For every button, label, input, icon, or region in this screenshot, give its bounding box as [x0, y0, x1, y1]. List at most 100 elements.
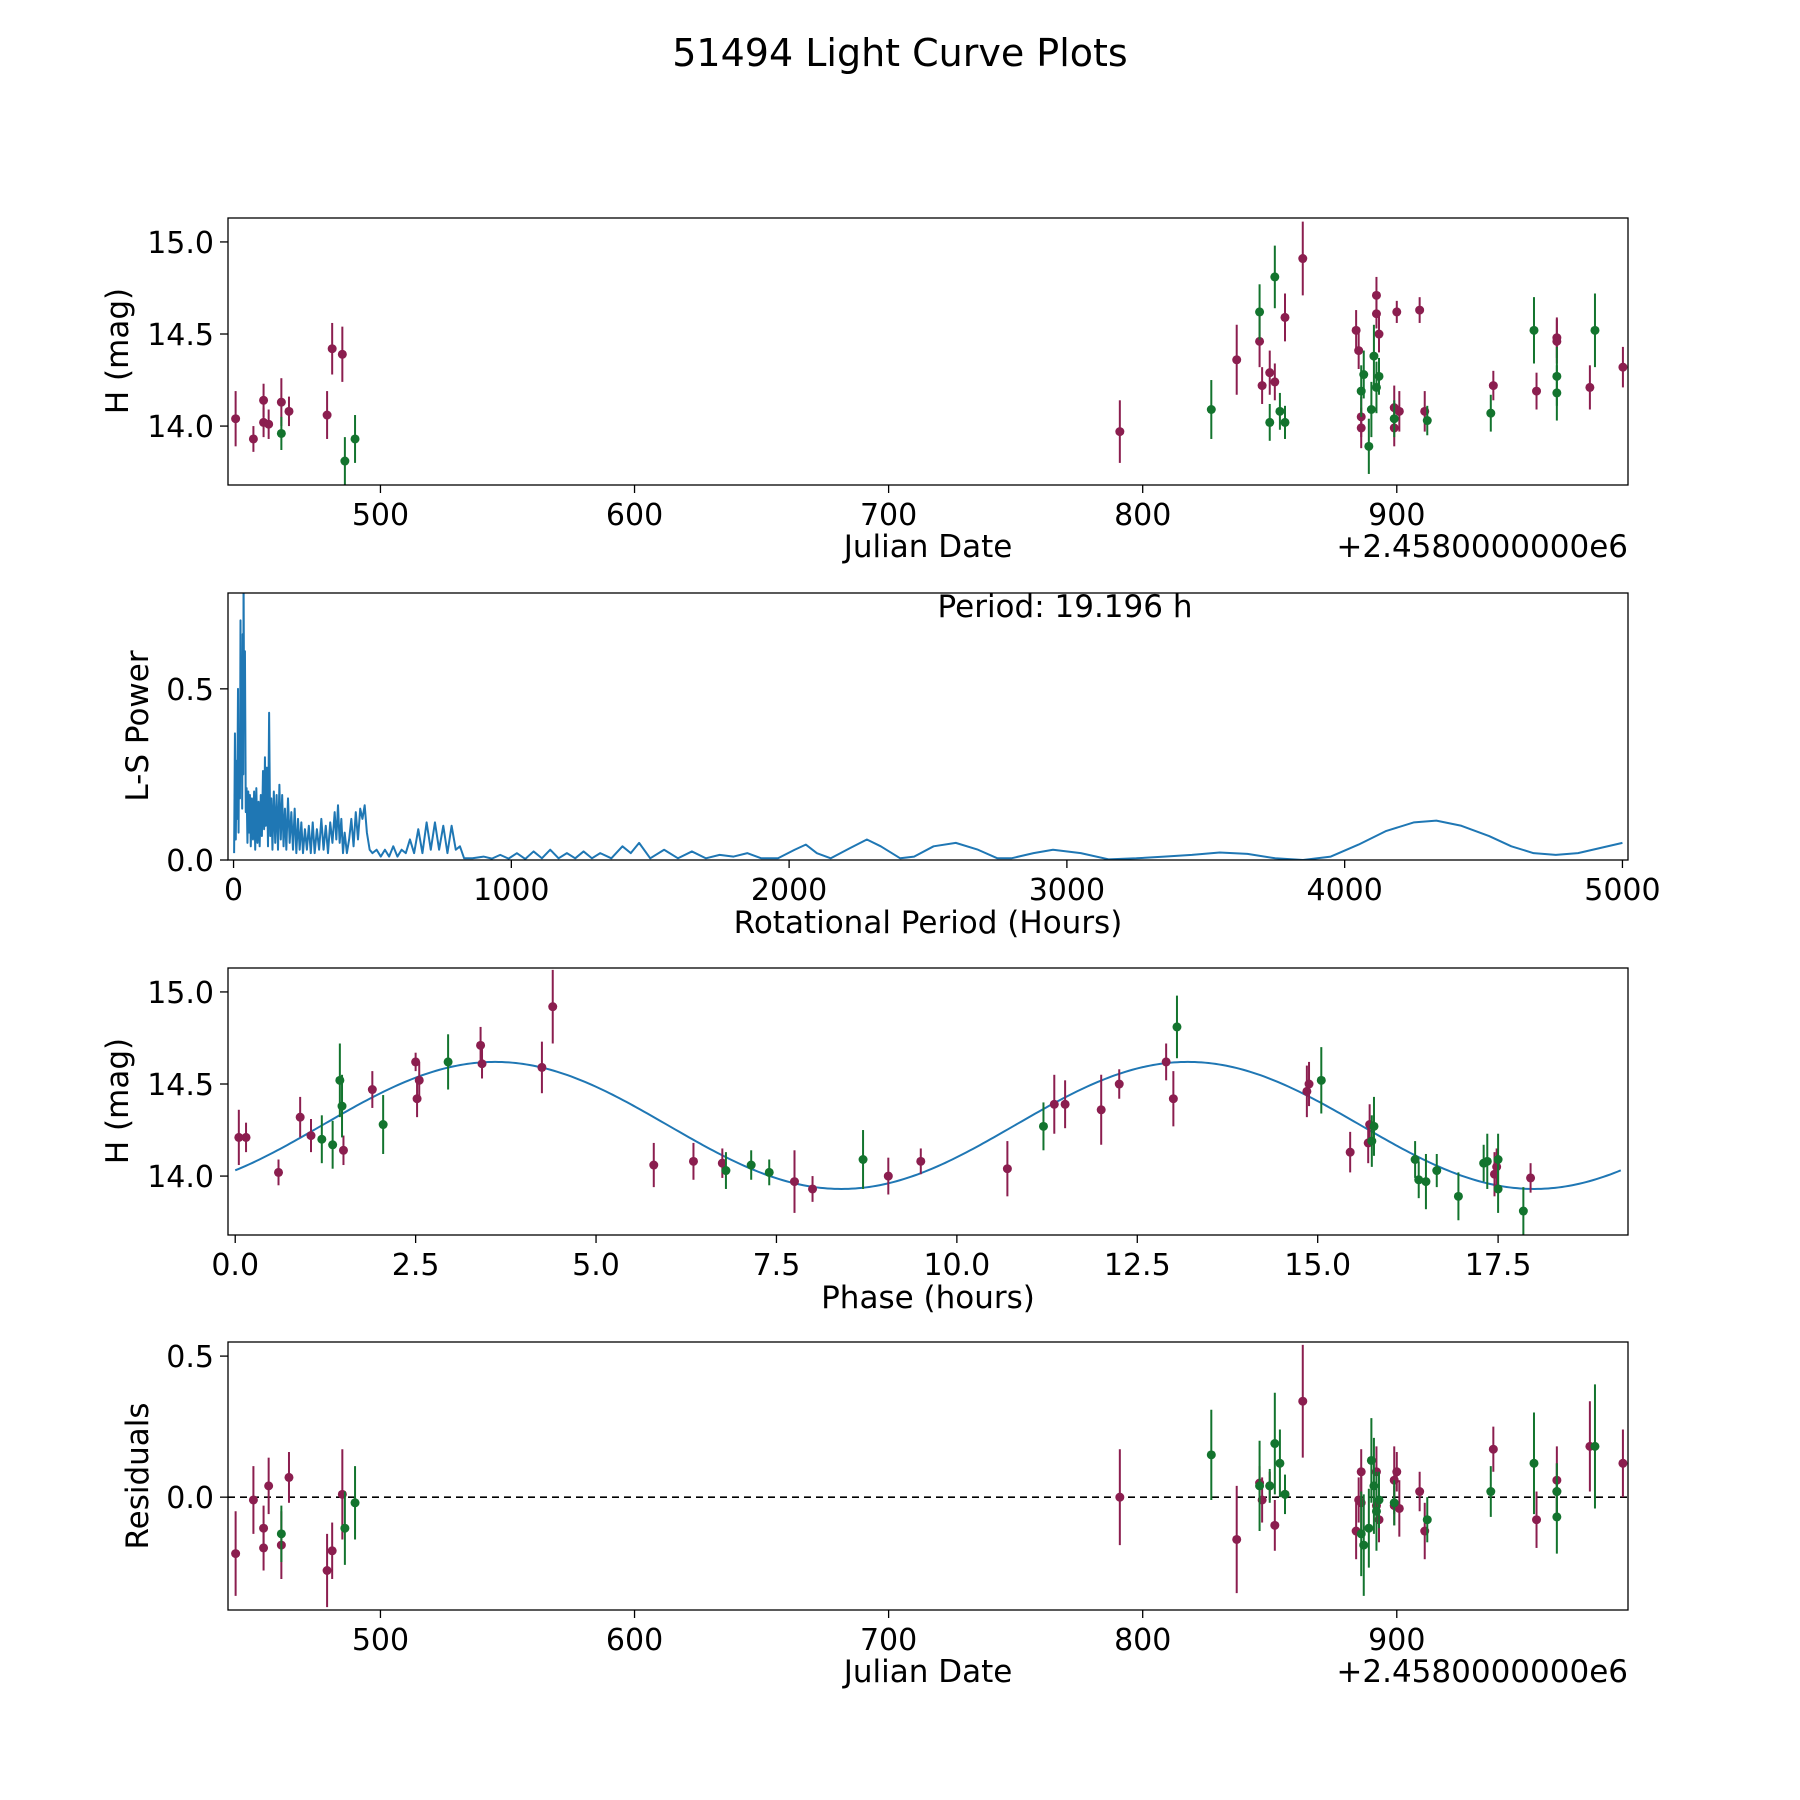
data-point-r [1161, 1057, 1171, 1067]
data-point-r [548, 1002, 558, 1012]
periodogram-xtick-label: 0 [224, 873, 243, 908]
residuals-x-offset: +2.4580000000e6 [1336, 1654, 1628, 1690]
phased-xtick-label: 17.5 [1465, 1248, 1532, 1283]
data-point-r [1526, 1173, 1536, 1183]
lightcurve-xtick-label: 500 [352, 498, 409, 533]
data-point-g [1552, 388, 1562, 398]
phased-xlabel: Phase (hours) [821, 1280, 1035, 1316]
data-point-g [1421, 1177, 1431, 1187]
data-point-r [477, 1059, 487, 1069]
lightcurve-xtick-label: 600 [606, 498, 663, 533]
periodogram-xtick-label: 1000 [473, 873, 549, 908]
data-point-r [1096, 1105, 1106, 1115]
lightcurve-plot-area [231, 221, 1628, 485]
data-point-r [1415, 305, 1425, 315]
periodogram-ytick-label: 0.5 [166, 673, 214, 708]
data-point-g [1432, 1166, 1442, 1176]
data-point-r [1270, 1520, 1280, 1530]
data-point-g [1265, 1481, 1275, 1491]
data-point-r [1232, 1534, 1242, 1544]
data-point-g [1389, 414, 1399, 424]
data-point-g [1265, 417, 1275, 427]
data-point-r [414, 1075, 424, 1085]
data-point-g [1316, 1075, 1326, 1085]
phased-xtick-label: 7.5 [753, 1248, 801, 1283]
data-point-r [241, 1132, 251, 1142]
data-point-r [1374, 329, 1384, 339]
data-point-r [808, 1184, 818, 1194]
data-point-r [1232, 355, 1242, 365]
periodogram-xtick-label: 2000 [751, 873, 827, 908]
data-point-r [1356, 423, 1366, 433]
data-point-r [231, 1549, 241, 1559]
data-point-r [264, 1481, 274, 1491]
periodogram-power-line [233, 593, 1623, 860]
data-point-g [1414, 1175, 1424, 1185]
data-point-r [1552, 336, 1562, 346]
lightcurve-xtick-label: 800 [1114, 498, 1171, 533]
data-point-r [1255, 336, 1265, 346]
data-point-r [688, 1156, 698, 1166]
lightcurve-xtick-label: 900 [1368, 498, 1425, 533]
periodogram-xtick-label: 4000 [1306, 873, 1382, 908]
periodogram-plot-area [233, 593, 1623, 860]
data-point-r [274, 1167, 284, 1177]
residuals-xlabel: Julian Date [842, 1654, 1013, 1690]
periodogram-xlabel: Rotational Period (Hours) [734, 905, 1123, 941]
data-point-g [1359, 370, 1369, 380]
data-point-r [1115, 427, 1125, 437]
data-point-r [1298, 1396, 1308, 1406]
period-annotation: Period: 19.196 h [938, 589, 1193, 625]
data-point-r [537, 1062, 547, 1072]
data-point-g [1518, 1206, 1528, 1216]
data-point-r [306, 1131, 316, 1141]
data-point-r [1270, 377, 1280, 387]
data-point-g [328, 1140, 338, 1150]
phased-panel: Phase (hours) H (mag) 0.0 2.5 5.0 7.5 10.0 12… [100, 967, 1629, 1316]
data-point-g [1280, 417, 1290, 427]
data-point-r [717, 1158, 727, 1168]
lightcurve-ylabel: H (mag) [100, 288, 136, 414]
lightcurve-ytick-label: 14.0 [147, 410, 214, 445]
data-point-r [248, 434, 258, 444]
data-point-r [338, 1145, 348, 1155]
data-point-r [276, 397, 286, 407]
lightcurve-x-offset: +2.4580000000e6 [1336, 529, 1628, 565]
data-point-g [1369, 1121, 1379, 1131]
data-point-r [259, 1543, 269, 1553]
phased-ytick-label: 14.5 [147, 1068, 214, 1103]
data-point-g [1038, 1121, 1048, 1131]
data-point-r [1618, 362, 1628, 372]
phased-xtick-label: 15.0 [1284, 1248, 1351, 1283]
data-point-r [1392, 1467, 1402, 1477]
periodogram-xtick-label: 3000 [1029, 873, 1105, 908]
data-point-g [1410, 1155, 1420, 1165]
residuals-panel: Julian Date Residuals +2.4580000000e6 50… [120, 1340, 1629, 1690]
data-point-r [476, 1040, 486, 1050]
data-point-g [1275, 1458, 1285, 1468]
data-point-r [1356, 1467, 1366, 1477]
data-point-g [276, 428, 286, 438]
lightcurve-xlabel: Julian Date [842, 529, 1013, 565]
data-point-r [1265, 368, 1275, 378]
data-point-g [746, 1160, 756, 1170]
data-point-r [1415, 1487, 1425, 1497]
phased-ylabel: H (mag) [100, 1038, 136, 1164]
data-point-r [322, 1566, 332, 1576]
data-point-g [1493, 1155, 1503, 1165]
data-point-r [1298, 254, 1308, 264]
data-point-r [284, 406, 294, 416]
data-point-g [1206, 405, 1216, 415]
phased-xtick-label: 10.0 [923, 1248, 990, 1283]
data-point-r [295, 1112, 305, 1122]
data-point-g [1374, 371, 1384, 381]
data-point-r [231, 414, 241, 424]
phased-xtick-label: 2.5 [392, 1248, 440, 1283]
data-point-g [340, 1523, 350, 1533]
data-point-g [340, 456, 350, 466]
data-point-r [789, 1177, 799, 1187]
data-point-r [1354, 346, 1364, 356]
periodogram-ytick-label: 0.0 [166, 844, 214, 879]
data-point-r [1618, 1458, 1628, 1468]
data-point-g [1486, 1487, 1496, 1497]
